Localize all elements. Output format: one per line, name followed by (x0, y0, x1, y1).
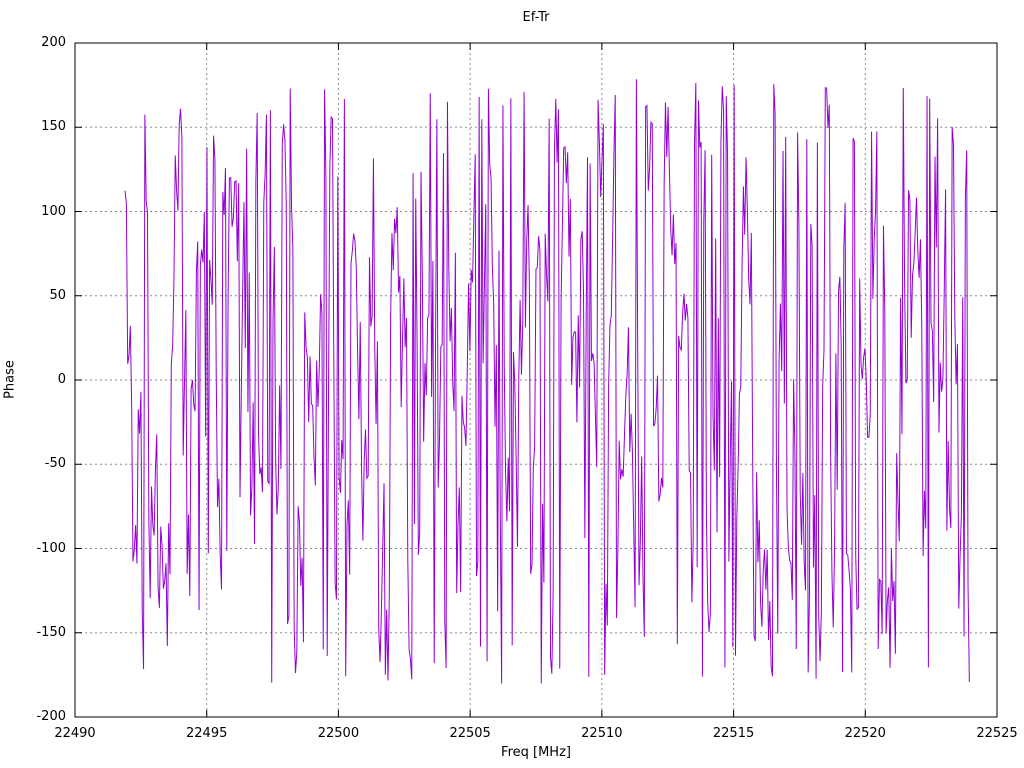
x-axis-label: Freq [MHz] (501, 745, 571, 760)
y-tick-label: -150 (36, 624, 66, 640)
y-tick-label: 0 (57, 372, 66, 387)
y-tick-label: 50 (49, 287, 66, 303)
x-tick-label: 22500 (317, 726, 360, 741)
phase-trace (124, 79, 970, 684)
plot-frame (74, 42, 998, 718)
y-tick-label: -50 (44, 456, 66, 472)
phase-series-path (124, 79, 970, 684)
chart-title: Ef-Tr (522, 10, 550, 25)
y-tick-label: 150 (41, 119, 66, 135)
x-tick-label: 22520 (844, 726, 886, 741)
x-tick-label: 22515 (712, 726, 755, 741)
y-tick-label: -200 (36, 709, 66, 724)
x-tick-label: 22525 (976, 726, 1018, 741)
y-tick-label: 200 (41, 35, 66, 50)
x-tick-label: 22505 (449, 726, 491, 741)
x-tick-label: 22490 (54, 726, 96, 741)
x-tick-label: 22510 (581, 726, 623, 741)
y-tick-label: 100 (41, 203, 66, 219)
y-tick-label: -100 (36, 540, 66, 556)
x-tick-label: 22495 (186, 726, 228, 741)
